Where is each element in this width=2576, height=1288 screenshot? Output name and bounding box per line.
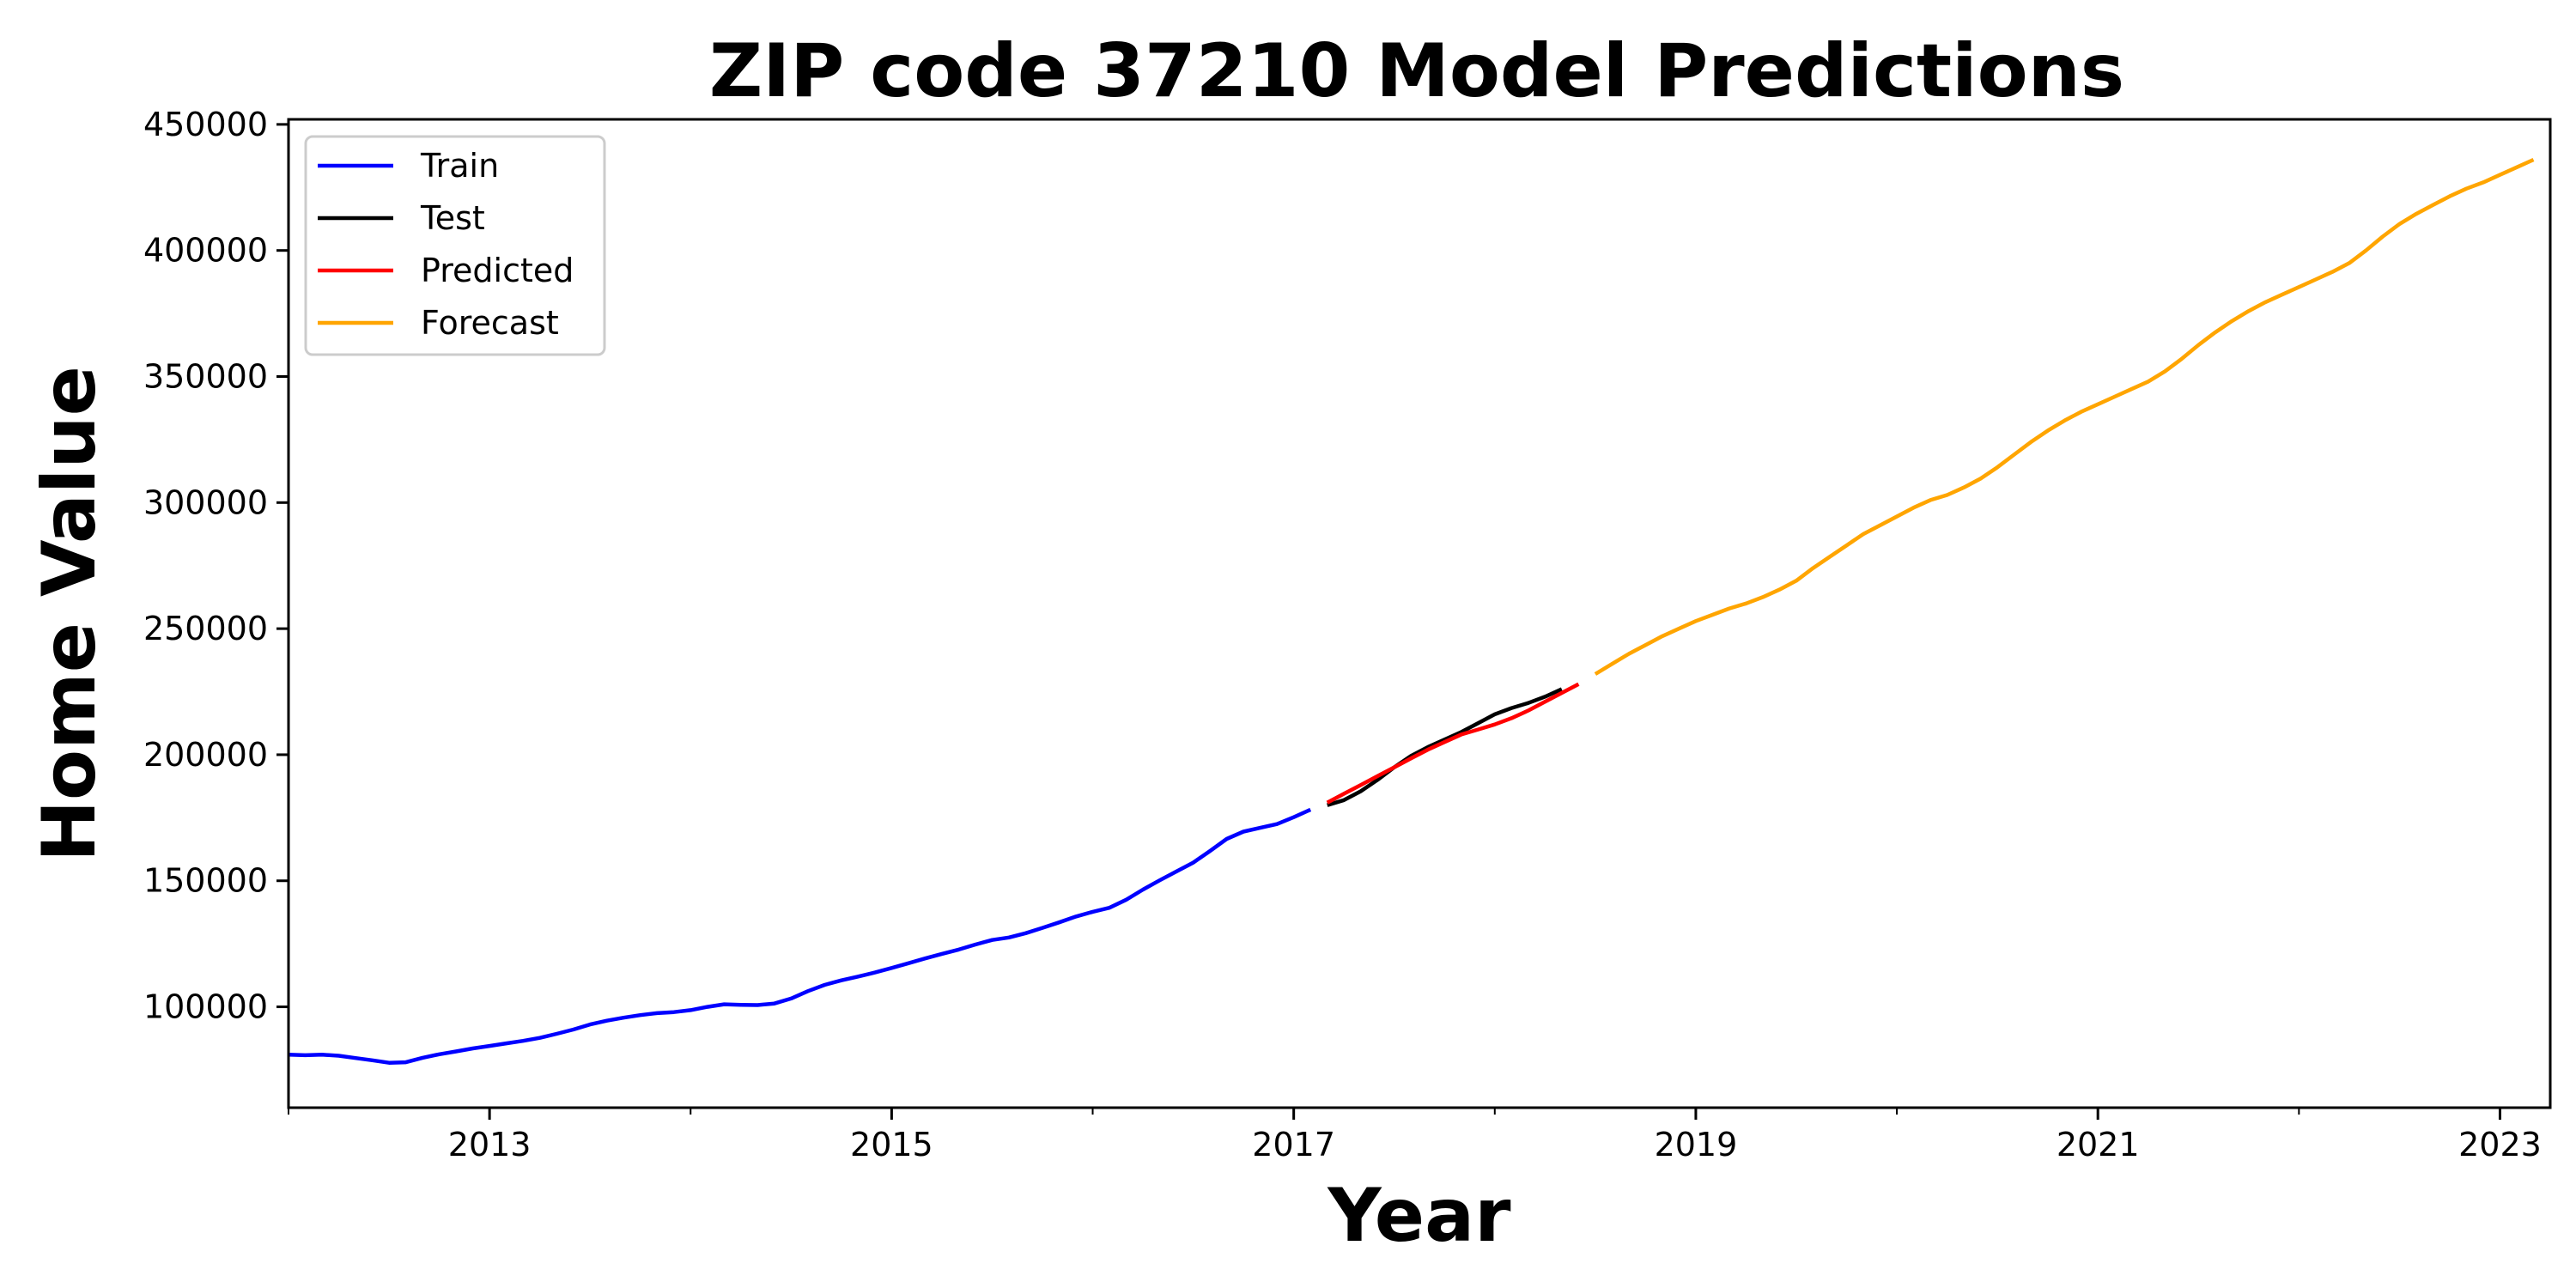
- x-tick-label: 2017: [1252, 1126, 1335, 1163]
- y-tick-label: 150000: [143, 862, 268, 900]
- y-axis: 100000 150000 200000 250000 300000 350000 4000…: [143, 106, 289, 1026]
- series-line-forecast: [1594, 157, 2535, 676]
- x-tick-label: 2023: [2458, 1126, 2542, 1163]
- legend-box: [304, 135, 606, 356]
- legend-label-predicted: Predicted: [421, 252, 574, 289]
- legend-label-train: Train: [420, 147, 499, 185]
- x-tick-label: 2015: [850, 1126, 933, 1163]
- series-line-train: [288, 807, 1312, 1065]
- x-axis: 2013 2015 2017 2019 2021 2023: [288, 1108, 2542, 1163]
- legend-label-forecast: Forecast: [421, 304, 559, 342]
- chart-title: ZIP code 37210 Model Predictions: [709, 28, 2124, 114]
- plot-frame: [287, 118, 2552, 1109]
- y-tick-label: 400000: [143, 232, 268, 270]
- x-tick-label: 2019: [1655, 1126, 1738, 1163]
- plot-area: [288, 157, 2535, 1065]
- x-tick-label: 2013: [448, 1126, 532, 1163]
- y-tick-label: 350000: [143, 357, 268, 395]
- series-line-test: [1327, 687, 1563, 807]
- y-tick-label: 450000: [143, 106, 268, 143]
- y-tick-label: 100000: [143, 988, 268, 1026]
- series-line-predicted: [1326, 682, 1580, 805]
- y-tick-label: 300000: [143, 483, 268, 521]
- legend-label-test: Test: [420, 199, 485, 237]
- x-tick-label: 2021: [2057, 1126, 2140, 1163]
- y-tick-label: 250000: [143, 610, 268, 647]
- y-tick-label: 200000: [143, 736, 268, 774]
- legend: Train Test Predicted Forecast: [304, 135, 606, 356]
- x-axis-label: Year: [1327, 1173, 1511, 1259]
- y-axis-label: Home Value: [27, 366, 112, 862]
